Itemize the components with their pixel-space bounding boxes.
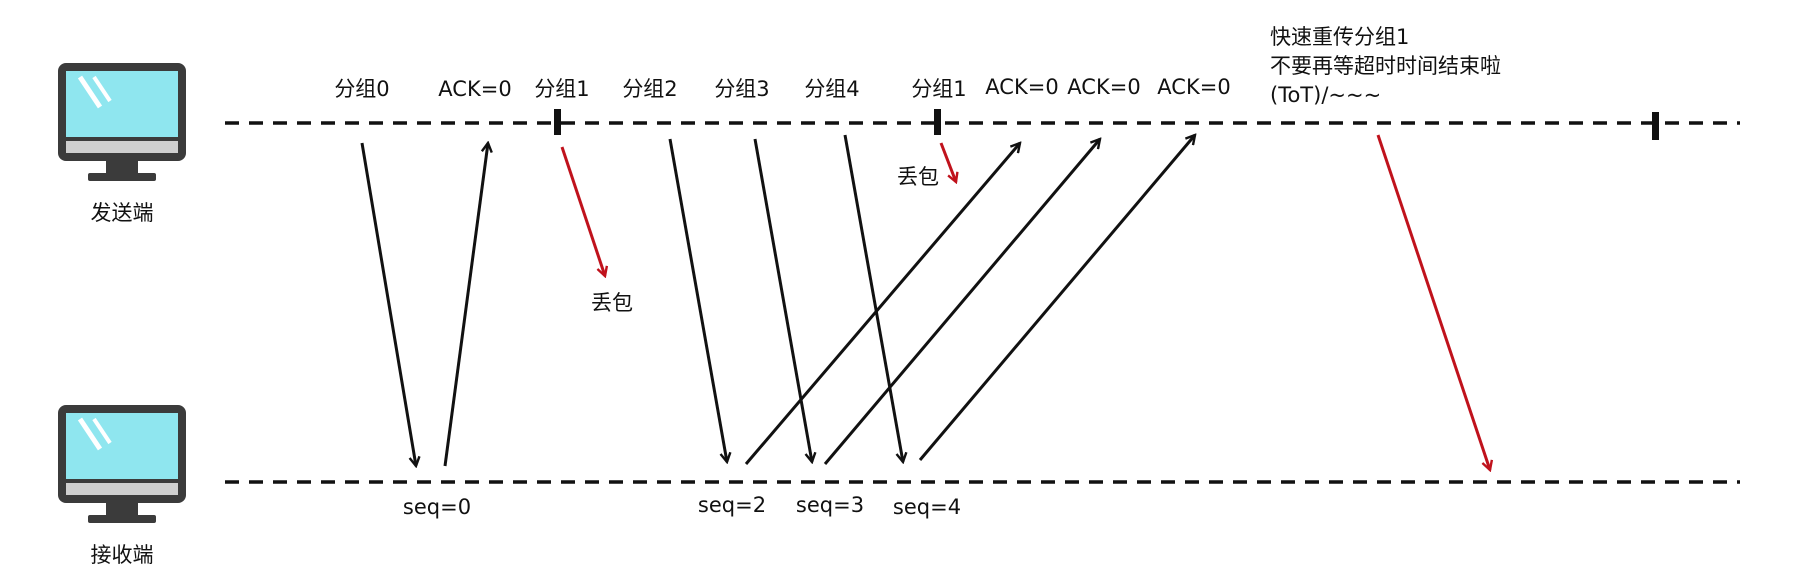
arrow-ack-0-b bbox=[744, 143, 1020, 465]
label-packet-1-resend: 分组1 bbox=[911, 77, 966, 101]
note-line-2: 不要再等超时时间结束啦 bbox=[1270, 54, 1501, 78]
arrow-fast-retransmit bbox=[1376, 134, 1490, 470]
arrow-packet-3 bbox=[753, 138, 812, 462]
receiver-label: 接收端 bbox=[91, 543, 154, 567]
arrow-packet-4 bbox=[843, 134, 903, 462]
arrow-ack-0-a bbox=[443, 143, 488, 467]
note-line-1: 快速重传分组1 bbox=[1270, 25, 1409, 49]
label-packet-2: 分组2 bbox=[622, 77, 677, 101]
loss-label-2: 丢包 bbox=[897, 165, 939, 189]
label-ack-0-c: ACK=0 bbox=[1067, 75, 1140, 99]
sender-label: 发送端 bbox=[91, 201, 154, 225]
label-packet-4: 分组4 bbox=[804, 77, 859, 101]
arrow-packet-2 bbox=[668, 138, 727, 462]
label-ack-0-d: ACK=0 bbox=[1157, 75, 1230, 99]
timer-start-marker-2 bbox=[934, 109, 941, 135]
seq-label-0: seq=0 bbox=[403, 495, 471, 519]
seq-label-2: seq=2 bbox=[698, 493, 766, 517]
note-line-3: (ToT)/~~~ bbox=[1270, 83, 1381, 107]
timeout-marker bbox=[1652, 112, 1659, 140]
arrow-packet-1-resend-lost bbox=[939, 142, 956, 182]
seq-label-4: seq=4 bbox=[893, 495, 961, 519]
label-ack-0-a: ACK=0 bbox=[438, 77, 511, 101]
label-packet-1: 分组1 bbox=[534, 77, 589, 101]
receiver-monitor-icon bbox=[58, 405, 186, 523]
label-packet-0: 分组0 bbox=[334, 77, 389, 101]
arrow-packet-0 bbox=[360, 142, 416, 466]
arrow-ack-0-d bbox=[918, 135, 1195, 461]
label-ack-0-b: ACK=0 bbox=[985, 75, 1058, 99]
seq-label-3: seq=3 bbox=[796, 493, 864, 517]
timer-start-marker-1 bbox=[554, 109, 561, 135]
loss-label-1: 丢包 bbox=[591, 291, 633, 315]
label-packet-3: 分组3 bbox=[714, 77, 769, 101]
arrow-ack-0-c bbox=[823, 139, 1100, 465]
arrow-packet-1-lost bbox=[560, 146, 605, 276]
sender-monitor-icon bbox=[58, 63, 186, 181]
